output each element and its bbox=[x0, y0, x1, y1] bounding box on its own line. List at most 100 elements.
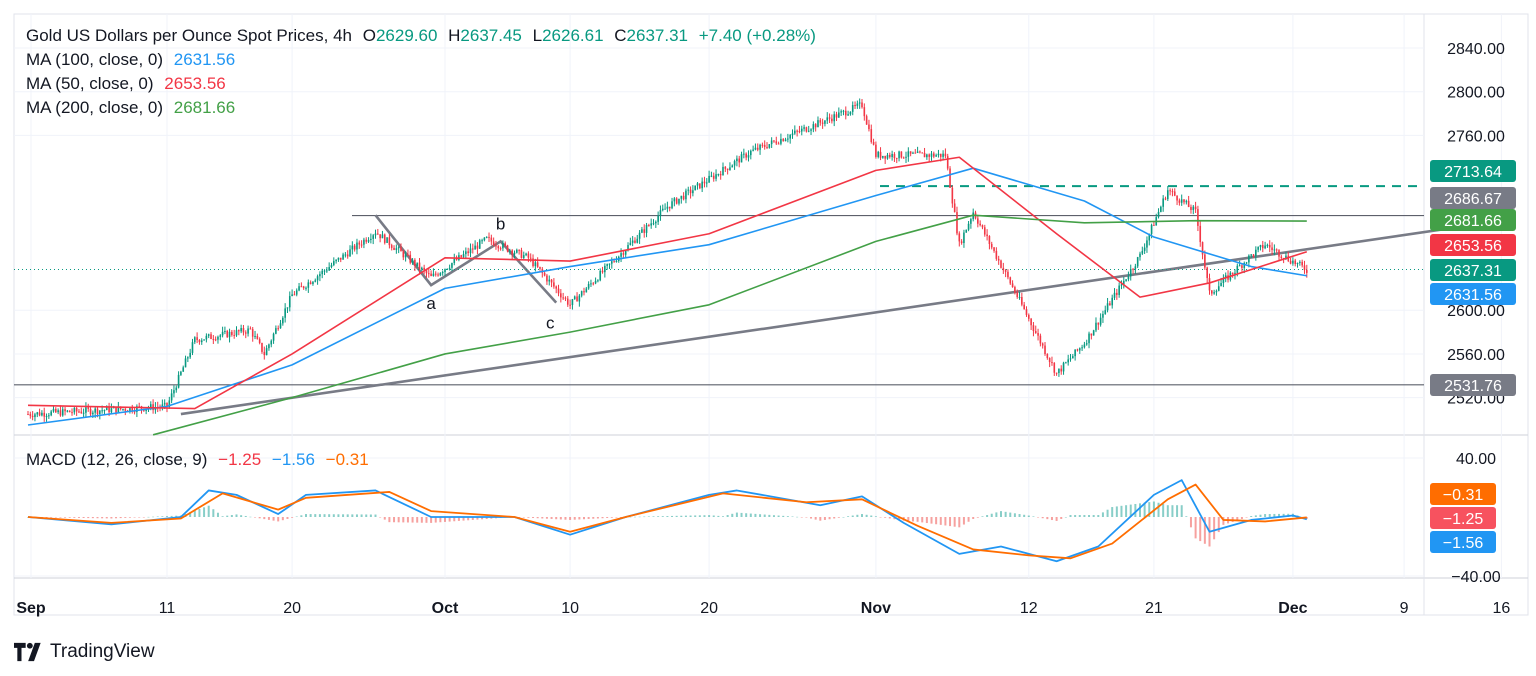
candle-body bbox=[240, 328, 242, 332]
candle-body bbox=[664, 208, 666, 210]
candle-body bbox=[1044, 345, 1046, 355]
candle-body bbox=[1261, 245, 1264, 249]
candle-body bbox=[516, 249, 518, 253]
candle-body bbox=[754, 147, 757, 150]
macd-histogram-bar bbox=[810, 517, 813, 519]
candle-body bbox=[958, 233, 961, 242]
candle-body bbox=[1169, 190, 1171, 192]
candle-body bbox=[933, 153, 935, 157]
macd-badge-text: −0.31 bbox=[1443, 487, 1484, 504]
candle-body bbox=[1078, 348, 1081, 351]
candle-body bbox=[94, 408, 96, 413]
candle-body bbox=[268, 344, 270, 349]
macd-histogram-bar bbox=[314, 514, 317, 517]
candle-body bbox=[302, 286, 305, 289]
price-badge bbox=[1430, 160, 1516, 182]
candle-body bbox=[895, 158, 898, 160]
candle-body bbox=[824, 120, 826, 124]
candle-body bbox=[1171, 191, 1174, 193]
candle-body bbox=[1245, 262, 1248, 264]
tradingview-logo-icon bbox=[14, 642, 41, 662]
candle-body bbox=[879, 151, 882, 158]
macd-histogram-bar bbox=[124, 517, 127, 518]
candle-body bbox=[701, 181, 703, 189]
candle-body bbox=[659, 210, 662, 216]
candle-body bbox=[803, 127, 805, 129]
candle-body bbox=[374, 233, 377, 236]
candle-body bbox=[571, 299, 574, 306]
candle-body bbox=[877, 151, 880, 157]
candle-body bbox=[439, 273, 442, 276]
candle-body bbox=[777, 143, 780, 145]
candle-body bbox=[743, 153, 745, 155]
candle-body bbox=[85, 407, 87, 413]
candle-body bbox=[105, 406, 108, 411]
macd-histogram-bar bbox=[467, 517, 470, 521]
candle-body bbox=[694, 185, 697, 191]
candle-body bbox=[214, 339, 217, 341]
candle-body bbox=[1266, 244, 1269, 246]
candle-body bbox=[59, 410, 62, 416]
macd-histogram-bar bbox=[1078, 515, 1081, 517]
ohlc-close-label: C bbox=[614, 26, 627, 45]
macd-histogram-bar bbox=[64, 517, 67, 518]
candle-body bbox=[761, 144, 764, 146]
macd-histogram-bar bbox=[166, 516, 168, 517]
candle-body bbox=[1294, 260, 1297, 264]
macd-histogram-bar bbox=[633, 516, 636, 518]
candle-body bbox=[715, 174, 717, 179]
macd-histogram-bar bbox=[342, 514, 345, 517]
macd-histogram-bar bbox=[583, 517, 585, 520]
candle-body bbox=[564, 297, 567, 299]
candle-body bbox=[601, 270, 604, 273]
candle-body bbox=[1002, 267, 1005, 271]
moving-averages bbox=[27, 156, 1308, 436]
macd-histogram-bar bbox=[944, 517, 947, 526]
candle-body bbox=[817, 120, 819, 128]
candle-body bbox=[666, 206, 669, 209]
candle-body bbox=[1136, 257, 1139, 267]
macd-histogram-bar bbox=[1074, 515, 1077, 517]
tradingview-logo[interactable]: TradingView bbox=[14, 641, 155, 663]
brand-name: TradingView bbox=[50, 641, 155, 662]
macd-histogram-bar bbox=[1069, 515, 1072, 517]
macd-histogram-bar bbox=[226, 515, 229, 517]
x-tick-label: 20 bbox=[283, 600, 301, 617]
macd-histogram-bar bbox=[1092, 515, 1095, 517]
candle-body bbox=[553, 282, 555, 287]
candle-body bbox=[184, 358, 187, 368]
candle-body bbox=[390, 245, 393, 248]
candle-body bbox=[638, 232, 641, 239]
candle-body bbox=[488, 236, 490, 238]
candle-body bbox=[1016, 292, 1019, 298]
ma-line-1 bbox=[27, 156, 1308, 410]
candle-body bbox=[937, 153, 940, 156]
y-tick-label: 2800.00 bbox=[1447, 85, 1505, 102]
candle-body bbox=[1268, 244, 1271, 248]
macd-histogram-bar bbox=[45, 517, 48, 518]
candle-body bbox=[988, 236, 991, 244]
price-badge-text: 2681.66 bbox=[1444, 213, 1502, 230]
macd-histogram-bar bbox=[1259, 514, 1262, 517]
candle-body bbox=[191, 342, 194, 353]
candle-body bbox=[886, 154, 889, 159]
macd-histogram-bar bbox=[847, 516, 850, 517]
candle-body bbox=[970, 219, 972, 224]
macd-histogram-bar bbox=[925, 517, 928, 524]
candle-body bbox=[124, 408, 127, 411]
grid-lines bbox=[13, 13, 1529, 616]
candle-body bbox=[520, 250, 523, 259]
candle-body bbox=[749, 150, 752, 156]
candles bbox=[27, 98, 1308, 422]
candle-body bbox=[61, 409, 64, 416]
candle-body bbox=[641, 229, 643, 233]
candle-body bbox=[1027, 314, 1030, 319]
candle-body bbox=[31, 415, 34, 418]
candle-body bbox=[64, 409, 66, 412]
macd-badge-text: −1.56 bbox=[1443, 535, 1484, 552]
candle-body bbox=[745, 153, 747, 158]
macd-histogram-bar bbox=[935, 517, 938, 525]
candle-body bbox=[397, 247, 400, 249]
candle-body bbox=[402, 251, 405, 258]
